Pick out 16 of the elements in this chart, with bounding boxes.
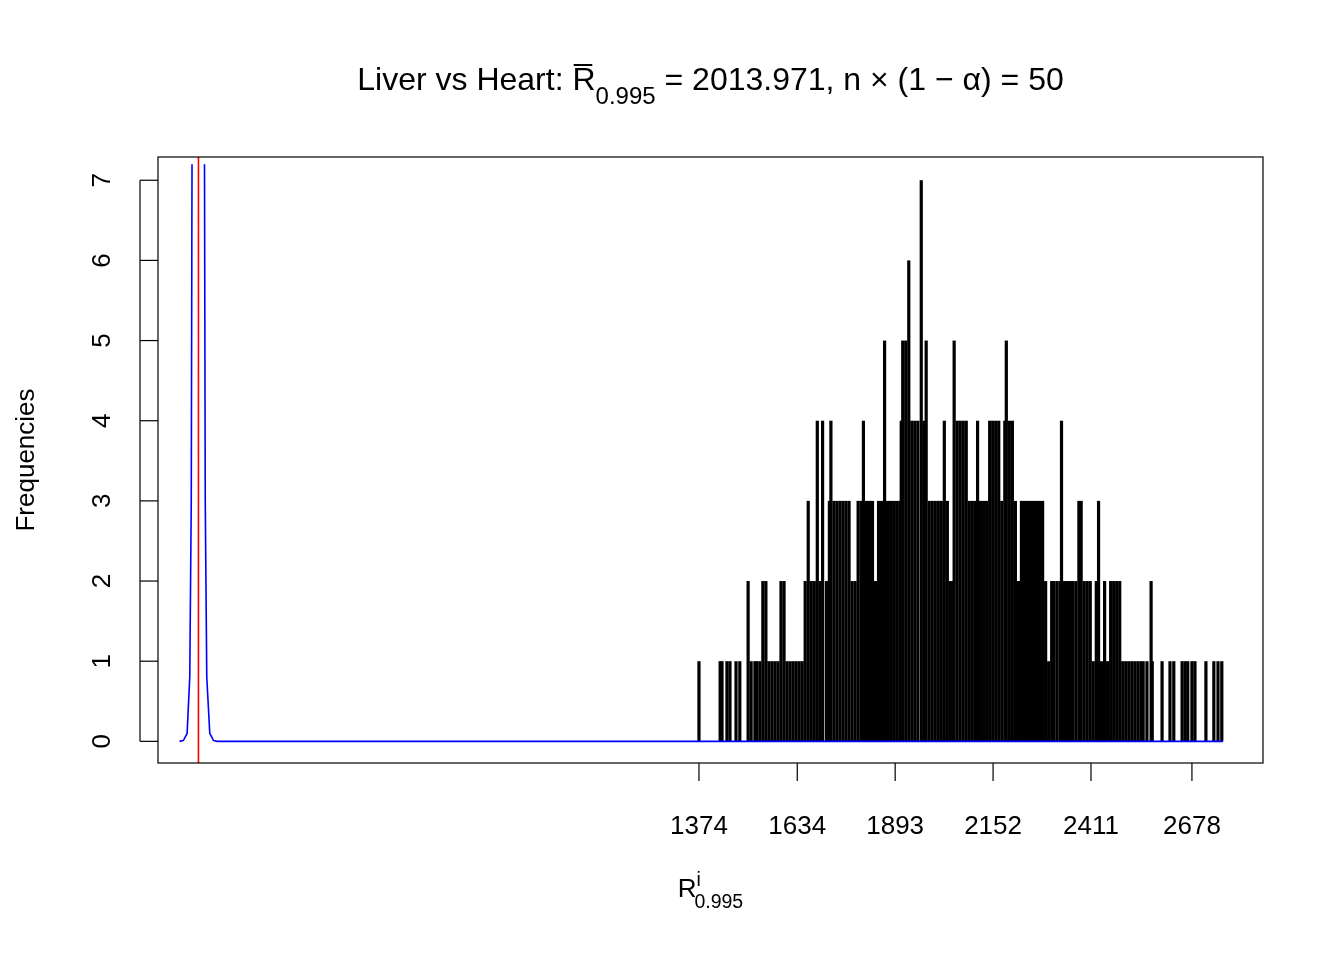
x-tick-label: 1374 — [670, 810, 728, 840]
y-tick-label: 3 — [86, 493, 116, 509]
y-tick-label: 7 — [86, 173, 116, 188]
x-tick-label: 2411 — [1063, 810, 1119, 840]
y-tick-label: 6 — [86, 253, 116, 268]
y-tick-label: 5 — [86, 333, 116, 348]
y-tick-label: 0 — [86, 734, 116, 749]
x-tick-label: 1893 — [866, 810, 925, 840]
y-tick-label: 1 — [86, 653, 116, 669]
chart-title: Liver vs Heart: R̅$_{0.995}$ = 2013.971, n × (1 − α) = 50 — [357, 61, 1064, 109]
y-axis-title: Frequencies — [10, 388, 40, 532]
y-tick-label: 2 — [86, 573, 116, 589]
y-tick-label: 4 — [86, 413, 116, 428]
x-tick-label: 1634 — [768, 810, 827, 840]
x-tick-label: 2152 — [964, 810, 1022, 840]
x-tick-label: 2678 — [1163, 810, 1221, 840]
